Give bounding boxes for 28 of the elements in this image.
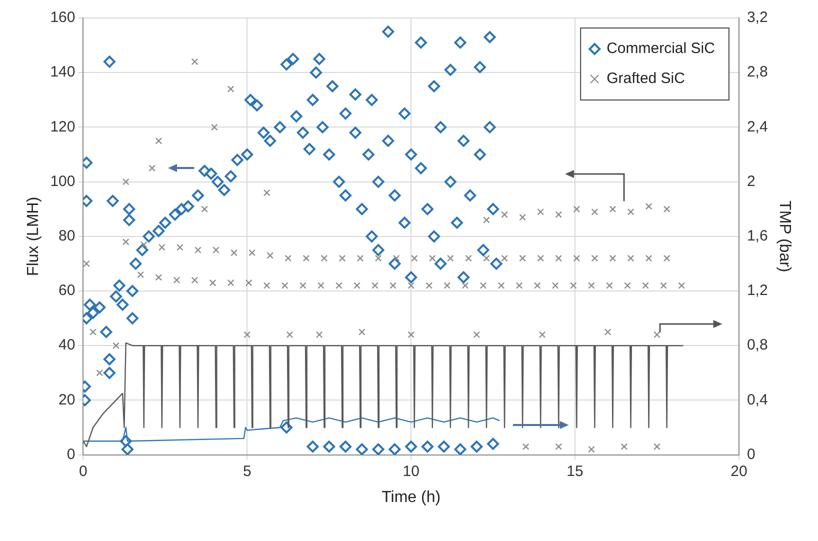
legend-label: Commercial SiC [606,40,716,58]
x-tick-label: 20 [730,462,748,480]
y2-tick-label: 1,2 [746,282,768,300]
y2-tick-label: 0,8 [746,336,768,354]
y2-axis-title: TMP (bar) [776,200,793,272]
y-tick-label: 20 [58,391,76,408]
y-tick-label: 100 [50,172,76,190]
y2-tick-label: 0,4 [746,391,768,408]
y-axis-title: Flux (LMH) [25,196,42,276]
y2-tick-label: 1,6 [746,228,768,245]
legend-label: Grafted SiC [606,70,686,88]
y-tick-label: 140 [50,64,76,81]
y-tick-label: 60 [58,282,76,300]
y-tick-label: 0 [66,446,76,463]
y2-tick-label: 3,2 [746,9,768,26]
y2-tick-label: 2,4 [746,118,768,136]
x-tick-label: 5 [242,462,252,480]
y2-tick-label: 2 [746,172,756,190]
x-axis-title: Time (h) [382,488,441,506]
y-tick-label: 40 [58,336,76,354]
x-tick-label: 10 [402,462,420,480]
y2-tick-label: 0 [746,446,756,463]
x-tick-label: 15 [566,462,584,480]
y-tick-label: 80 [58,228,76,245]
x-tick-label: 0 [79,462,88,480]
y2-tick-label: 2,8 [746,64,768,81]
y-tick-label: 160 [50,9,76,26]
y-tick-label: 120 [50,118,76,136]
